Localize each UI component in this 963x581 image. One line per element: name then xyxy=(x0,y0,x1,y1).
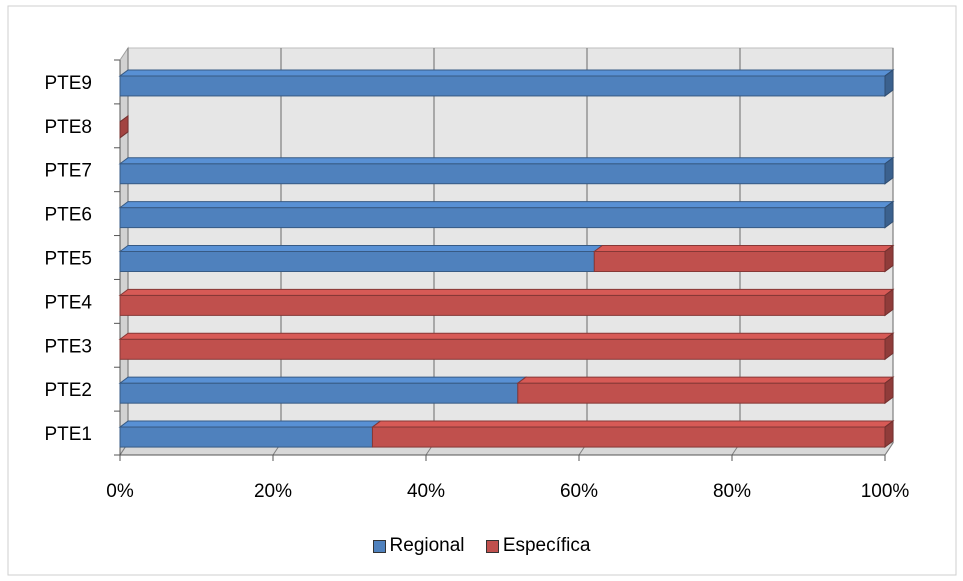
bar-front xyxy=(371,426,886,448)
x-tick-label: 40% xyxy=(407,481,445,502)
y-tick-label: PTE1 xyxy=(44,424,92,445)
legend-item-especifica: Específica xyxy=(485,535,591,557)
bar-end xyxy=(884,376,894,405)
bar-PTE1-específica xyxy=(370,420,895,449)
bar-PTE2-específica xyxy=(516,376,895,405)
legend-label-regional: Regional xyxy=(389,535,465,556)
legend: Regional Específica xyxy=(0,535,963,559)
bar-end xyxy=(884,244,894,273)
bar-top xyxy=(118,420,382,428)
y-tick-label: PTE6 xyxy=(44,205,92,226)
bar-top xyxy=(516,376,895,384)
y-tick-label: PTE7 xyxy=(44,161,92,182)
bar-end xyxy=(884,332,894,361)
bar-front xyxy=(593,251,886,272)
bar-top xyxy=(118,69,895,77)
bar-top xyxy=(118,332,895,340)
bar-end xyxy=(884,420,894,449)
y-tick-label: PTE9 xyxy=(44,73,92,94)
legend-swatch-regional xyxy=(372,539,386,553)
bar-end xyxy=(884,288,894,317)
bar-front xyxy=(119,75,886,97)
bar-front xyxy=(119,251,595,272)
bar-top xyxy=(118,201,895,209)
legend-swatch-especifica xyxy=(485,539,499,553)
bar-PTE4-específica xyxy=(118,288,895,317)
bar-front xyxy=(119,338,886,360)
x-tick-label: 80% xyxy=(713,481,751,502)
bar-front xyxy=(119,163,886,185)
bar-PTE2-regional xyxy=(118,376,528,404)
x-tick-label: 100% xyxy=(861,481,910,502)
bar-front xyxy=(119,294,886,316)
bar-front xyxy=(119,426,373,448)
bar-top xyxy=(370,420,895,428)
bar-PTE3-específica xyxy=(118,332,895,361)
bar-front xyxy=(119,207,886,229)
bar-end xyxy=(884,200,894,229)
y-tick-label: PTE4 xyxy=(44,292,92,313)
bar-PTE7-regional xyxy=(118,156,895,185)
bar-top xyxy=(592,245,895,252)
bar-end xyxy=(884,68,894,97)
bar-front xyxy=(119,382,519,404)
bar-PTE6-regional xyxy=(118,200,895,229)
bar-stub-PTE8 xyxy=(119,114,129,139)
bar-top xyxy=(118,288,895,296)
x-tick-label: 20% xyxy=(254,481,292,502)
bar-top xyxy=(118,376,528,384)
bar-PTE5-específica xyxy=(592,244,895,273)
bar-PTE9-regional xyxy=(118,68,895,97)
x-tick-label: 0% xyxy=(106,481,134,502)
bar-top xyxy=(118,245,604,252)
bar-front xyxy=(517,382,886,404)
y-tick-label: PTE5 xyxy=(44,249,92,270)
y-tick-label: PTE2 xyxy=(44,380,92,401)
legend-label-especifica: Específica xyxy=(502,535,591,556)
legend-item-regional: Regional xyxy=(372,535,465,557)
y-tick-label: PTE8 xyxy=(44,117,92,138)
x-tick-label: 60% xyxy=(560,481,598,502)
bar-end xyxy=(884,156,894,185)
bar-top xyxy=(118,157,895,165)
gridline-floor xyxy=(884,442,894,456)
y-tick-label: PTE3 xyxy=(44,336,92,357)
bar-PTE5-regional xyxy=(118,245,604,272)
bar-PTE1-regional xyxy=(118,420,382,448)
